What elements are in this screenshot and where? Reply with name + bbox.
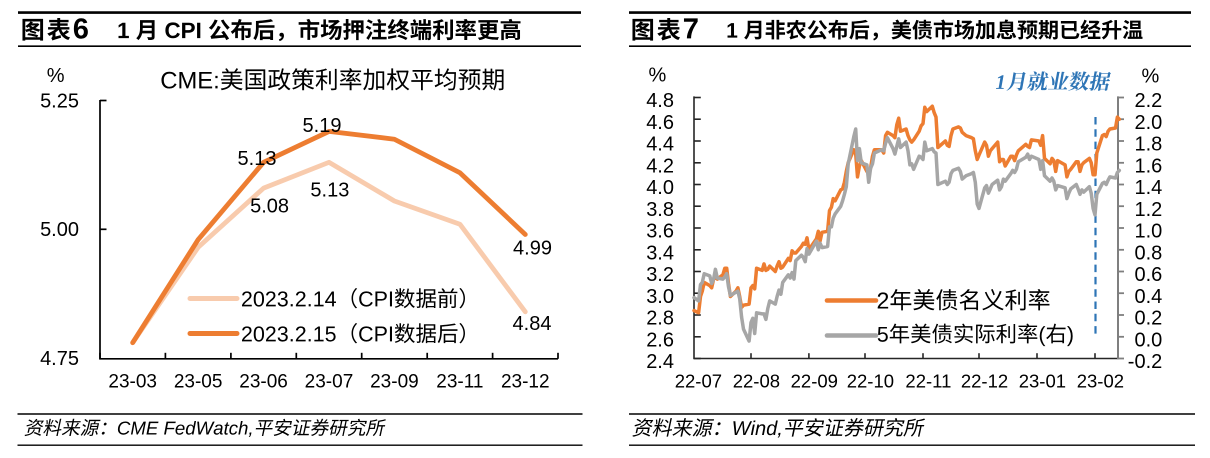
svg-text:5.00: 5.00: [40, 219, 79, 241]
svg-text:%: %: [1142, 65, 1160, 87]
svg-text:22-08: 22-08: [733, 371, 780, 392]
svg-text:22-09: 22-09: [791, 371, 838, 392]
svg-text:-0.2: -0.2: [1128, 351, 1162, 373]
svg-text:23-09: 23-09: [370, 372, 419, 393]
svg-text:0.6: 0.6: [1135, 264, 1163, 286]
svg-text:1.4: 1.4: [1135, 177, 1163, 199]
svg-text:3.8: 3.8: [646, 199, 674, 221]
svg-text:4.8: 4.8: [646, 90, 674, 112]
svg-text:2.8: 2.8: [646, 308, 674, 330]
svg-text:23-11: 23-11: [436, 372, 483, 393]
svg-text:3.0: 3.0: [646, 286, 674, 308]
svg-text:4.84: 4.84: [513, 313, 552, 335]
svg-text:0.2: 0.2: [1135, 308, 1163, 330]
svg-text:1.2: 1.2: [1135, 199, 1163, 221]
svg-text:0.0: 0.0: [1135, 329, 1163, 351]
svg-text:2.4: 2.4: [646, 351, 674, 373]
svg-text:22-12: 22-12: [961, 371, 1008, 392]
svg-text:2.0: 2.0: [1135, 112, 1163, 134]
svg-text:5.25: 5.25: [40, 90, 79, 112]
svg-text:4.0: 4.0: [646, 177, 674, 199]
svg-text:23-05: 23-05: [174, 372, 223, 393]
svg-text:0.4: 0.4: [1135, 286, 1163, 308]
svg-text:5.19: 5.19: [303, 115, 342, 137]
svg-text:0.8: 0.8: [1135, 242, 1163, 264]
svg-text:%: %: [649, 64, 667, 86]
svg-text:4.4: 4.4: [646, 134, 674, 156]
svg-text:23-12: 23-12: [501, 372, 550, 393]
svg-text:23-01: 23-01: [1019, 371, 1066, 392]
svg-text:22-10: 22-10: [847, 371, 894, 392]
svg-text:1.0: 1.0: [1135, 221, 1163, 243]
svg-text:4.99: 4.99: [513, 238, 552, 260]
svg-text:1.8: 1.8: [1135, 134, 1163, 156]
svg-text:5.13: 5.13: [310, 180, 349, 202]
svg-text:%: %: [47, 65, 65, 87]
svg-text:22-11: 22-11: [905, 371, 951, 392]
svg-text:23-06: 23-06: [239, 372, 288, 393]
svg-text:3.4: 3.4: [646, 242, 674, 264]
svg-text:23-03: 23-03: [108, 372, 157, 393]
svg-text:2.6: 2.6: [646, 329, 674, 351]
svg-text:5.13: 5.13: [238, 148, 277, 170]
svg-text:3.6: 3.6: [646, 221, 674, 243]
svg-text:3.2: 3.2: [646, 264, 674, 286]
svg-text:1.6: 1.6: [1135, 155, 1163, 177]
svg-text:2.2: 2.2: [1135, 90, 1163, 112]
svg-text:22-07: 22-07: [675, 371, 722, 392]
svg-text:4.75: 4.75: [40, 348, 79, 370]
svg-text:5.08: 5.08: [250, 196, 289, 218]
svg-text:4.2: 4.2: [646, 155, 674, 177]
svg-text:4.6: 4.6: [646, 112, 674, 134]
svg-text:23-02: 23-02: [1077, 371, 1124, 392]
svg-text:23-07: 23-07: [305, 372, 354, 393]
